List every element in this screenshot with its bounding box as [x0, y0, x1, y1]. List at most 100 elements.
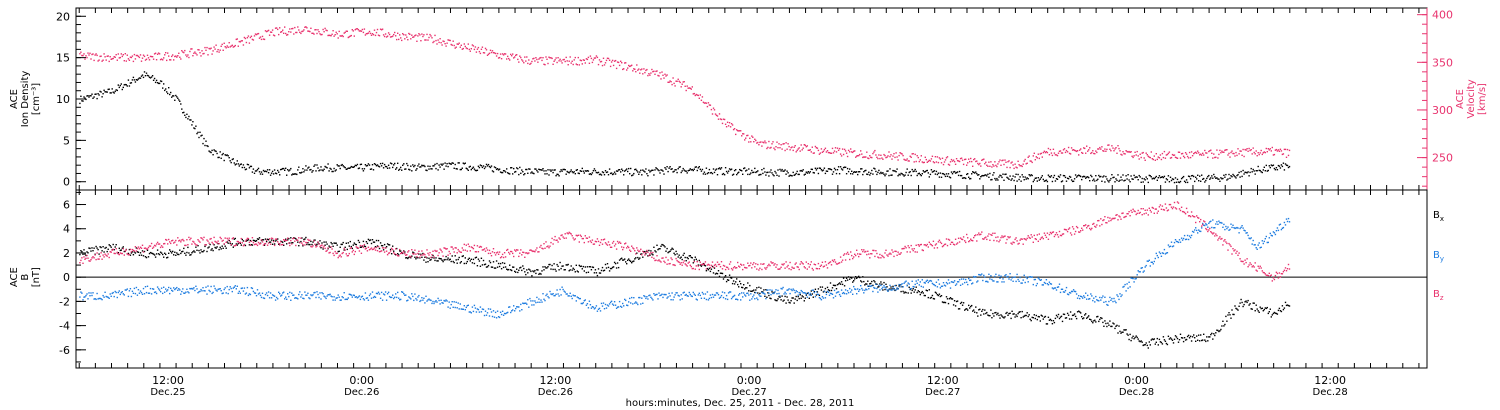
series-pink-point: [218, 51, 220, 53]
series-Bx-point: [373, 241, 376, 243]
series-By-point: [142, 287, 145, 290]
series-black-point: [177, 97, 179, 99]
series-black-point: [719, 168, 722, 170]
series-By-point: [186, 288, 188, 290]
series-pink-point: [451, 44, 453, 46]
series-Bx-point: [436, 260, 438, 262]
series-pink-point: [222, 49, 224, 51]
series-By-point: [952, 281, 955, 284]
series-black-point: [523, 174, 525, 176]
series-black-point: [471, 167, 474, 169]
series-black-point: [565, 173, 567, 175]
series-pink-point: [772, 141, 774, 143]
series-pink-point: [153, 53, 156, 55]
series-black-point: [812, 171, 814, 174]
series-pink-point: [889, 155, 891, 158]
series-pink-point: [796, 149, 798, 152]
series-By-point: [298, 293, 300, 296]
series-Bx-point: [1136, 336, 1138, 339]
series-black-point: [706, 172, 709, 175]
series-Bx-point: [88, 247, 90, 249]
series-Bx-point: [168, 252, 170, 254]
series-By-point: [814, 296, 817, 298]
series-Bx-point: [1019, 311, 1021, 313]
series-By-point: [177, 289, 179, 291]
series-By-point: [1090, 293, 1092, 295]
series-black-point: [803, 174, 805, 176]
series-By-point: [683, 291, 685, 293]
series-black-point: [959, 174, 962, 177]
series-pink-point: [519, 55, 521, 57]
series-black-point: [434, 163, 436, 166]
series-By-point: [151, 288, 154, 290]
series-Bx-point: [980, 314, 982, 316]
series-By-point: [496, 310, 499, 312]
series-Bx-point: [1047, 316, 1050, 318]
series-black-point: [981, 175, 983, 177]
series-black-point: [600, 174, 603, 176]
series-Bx-point: [802, 296, 804, 298]
series-Bx-point: [708, 267, 711, 270]
series-pink-point: [1263, 151, 1265, 153]
series-black-point: [561, 170, 563, 172]
series-Bx-point: [599, 272, 602, 274]
series-By-point: [1152, 263, 1154, 265]
series-Bx-point: [1061, 320, 1064, 323]
series-black-point: [493, 166, 496, 168]
series-black-point: [506, 168, 508, 170]
series-Bx-point: [709, 270, 712, 273]
series-Bx-point: [130, 252, 133, 254]
series-Bx-point: [678, 254, 680, 256]
series-pink-point: [1282, 153, 1285, 155]
series-black-point: [1087, 176, 1089, 178]
series-pink-point: [838, 147, 841, 150]
series-Bx-point: [1284, 301, 1287, 304]
series-By-point: [331, 296, 333, 298]
series-pink-point: [657, 74, 659, 77]
series-black-point: [892, 169, 894, 172]
series-Bx-point: [1043, 316, 1046, 318]
series-By-point: [534, 300, 536, 302]
series-pink-point: [878, 154, 880, 156]
series-black-point: [1115, 178, 1117, 180]
series-Bx-point: [344, 246, 346, 248]
series-black-point: [845, 173, 848, 175]
series-pink-point: [1117, 145, 1119, 147]
series-By-point: [1114, 300, 1116, 302]
series-Bx-point: [994, 312, 996, 314]
series-pink-point: [1219, 149, 1221, 152]
series-black-point: [572, 172, 574, 174]
series-black-point: [1275, 167, 1278, 169]
series-By-point: [862, 289, 864, 291]
series-By-point: [101, 298, 103, 301]
series-pink-point: [1111, 145, 1113, 147]
series-By-point: [134, 292, 137, 295]
series-black-point: [905, 171, 907, 174]
series-pink-point: [655, 70, 657, 73]
series-pink-point: [1265, 147, 1267, 150]
series-black-point: [221, 154, 223, 156]
series-black-point: [1238, 171, 1240, 174]
series-By-point: [163, 286, 165, 288]
series-pink-point: [705, 102, 708, 104]
series-Bx-point: [918, 291, 920, 293]
series-Bz-point: [165, 238, 167, 241]
series-Bx-point: [1091, 320, 1093, 323]
series-pink-point: [350, 34, 352, 37]
series-black-point: [398, 169, 400, 171]
series-Bx-point: [992, 312, 994, 315]
series-By-point: [1047, 284, 1050, 286]
series-By-point: [1284, 224, 1287, 226]
series-By-point: [231, 290, 233, 293]
series-Bx-point: [539, 272, 541, 275]
series-Bx-point: [1282, 308, 1285, 311]
series-By-point: [373, 295, 376, 298]
series-pink-point: [892, 155, 894, 157]
series-Bx-point: [1152, 338, 1154, 341]
series-By-point: [665, 293, 667, 296]
series-pink-point: [145, 58, 148, 60]
series-pink-point: [947, 163, 950, 166]
series-black-point: [1076, 175, 1079, 177]
series-By-point: [356, 297, 359, 299]
series-By-point: [492, 310, 495, 312]
